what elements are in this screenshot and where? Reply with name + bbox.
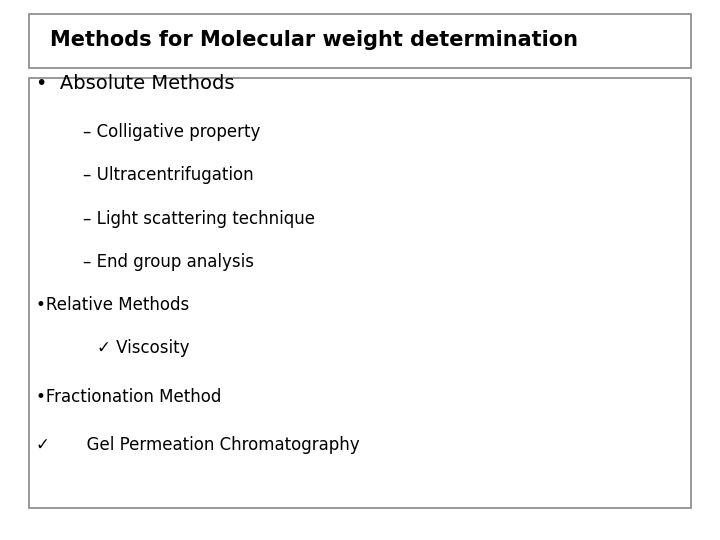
- Text: – Light scattering technique: – Light scattering technique: [83, 210, 315, 228]
- Text: – Colligative property: – Colligative property: [83, 123, 260, 141]
- FancyBboxPatch shape: [29, 14, 691, 68]
- Text: •Fractionation Method: •Fractionation Method: [36, 388, 221, 406]
- FancyBboxPatch shape: [29, 78, 691, 508]
- Text: •  Absolute Methods: • Absolute Methods: [36, 74, 235, 93]
- Text: – End group analysis: – End group analysis: [83, 253, 254, 271]
- Text: ✓ Viscosity: ✓ Viscosity: [97, 339, 189, 357]
- Text: ✓       Gel Permeation Chromatography: ✓ Gel Permeation Chromatography: [36, 436, 359, 455]
- Text: – Ultracentrifugation: – Ultracentrifugation: [83, 166, 253, 185]
- Text: •Relative Methods: •Relative Methods: [36, 296, 189, 314]
- Text: Methods for Molecular weight determination: Methods for Molecular weight determinati…: [50, 30, 578, 51]
